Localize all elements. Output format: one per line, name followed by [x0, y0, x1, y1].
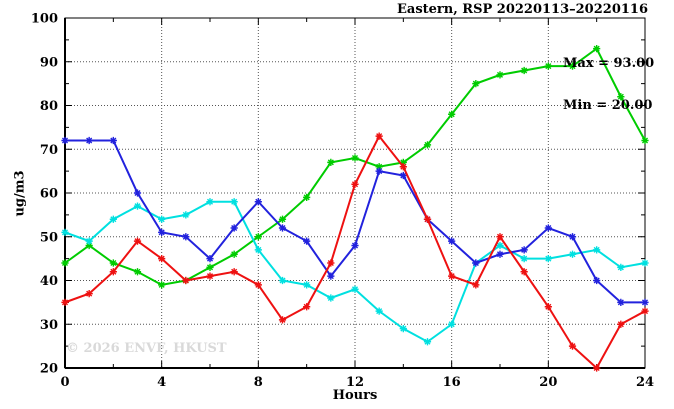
x-tick-label: 24: [636, 375, 654, 390]
y-tick-label: 90: [40, 55, 58, 70]
blue-series-line: [65, 139, 645, 304]
x-tick-label: 4: [157, 375, 166, 390]
watermark: © 2026 ENVF, HKUST: [66, 341, 227, 356]
min-annotation: Min = 20.00: [563, 98, 653, 113]
y-tick-label: 100: [31, 12, 58, 27]
x-tick-label: 8: [254, 375, 263, 390]
red-series-markers: [61, 132, 649, 372]
x-tick-label: 0: [60, 375, 69, 390]
y-tick-label: 50: [40, 230, 58, 245]
y-tick-label: 60: [40, 187, 58, 202]
y-tick-label: 40: [40, 274, 58, 289]
y-tick-label: 30: [40, 318, 58, 333]
x-tick-label: 16: [443, 375, 461, 390]
cyan-series-markers: [61, 198, 649, 346]
y-axis-label: ug/m3: [12, 170, 28, 217]
y-tick-label: 70: [40, 143, 58, 158]
x-tick-label: 12: [346, 375, 364, 390]
max-annotation: Max = 93.00: [563, 56, 655, 71]
x-tick-label: 20: [539, 375, 557, 390]
chart-title: Eastern, RSP 20220113–20220116: [397, 2, 648, 17]
maxmin-annotation: Max = 93.00 Min = 20.00: [563, 29, 654, 141]
y-tick-label: 20: [40, 362, 58, 377]
y-tick-label: 80: [40, 99, 58, 114]
blue-series-markers: [61, 136, 649, 306]
x-axis-label: Hours: [332, 388, 378, 403]
